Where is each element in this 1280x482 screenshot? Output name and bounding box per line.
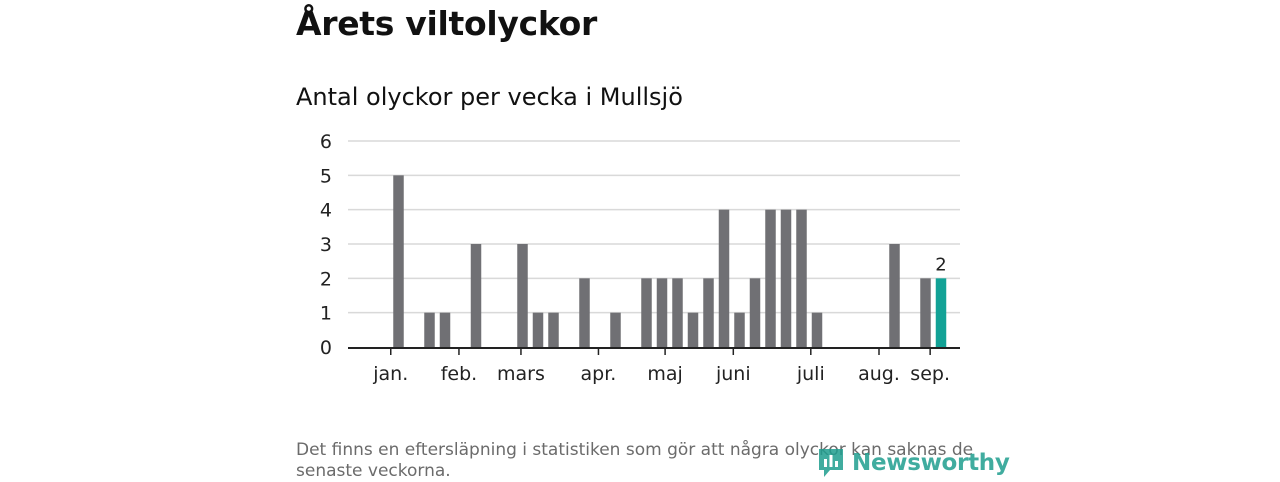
bar-chart: 0 1 2 3 4 5 6 jan. feb. mars apr. maj juni juli aug. s… bbox=[320, 131, 960, 385]
bar bbox=[641, 278, 652, 347]
bar bbox=[393, 175, 404, 347]
x-tick-label: jan. bbox=[372, 363, 408, 385]
bar bbox=[532, 312, 544, 347]
bar bbox=[889, 244, 900, 347]
bar bbox=[579, 278, 590, 347]
bar bbox=[765, 209, 776, 347]
x-tick-label: feb. bbox=[441, 363, 477, 385]
x-tick-label: apr. bbox=[581, 363, 617, 385]
x-tick-label: aug. bbox=[858, 363, 900, 385]
bar bbox=[796, 209, 807, 347]
bar bbox=[656, 278, 668, 347]
bar bbox=[517, 244, 528, 347]
data-labels: 2 bbox=[935, 254, 946, 275]
y-tick-label: 0 bbox=[320, 337, 332, 359]
y-tick-label: 1 bbox=[320, 303, 332, 325]
data-label: 2 bbox=[935, 254, 946, 275]
chart-subtitle: Antal olyckor per vecka i Mullsjö bbox=[296, 83, 683, 111]
x-tick-label: juni bbox=[715, 363, 751, 385]
y-tick-label: 6 bbox=[320, 131, 332, 153]
bar bbox=[439, 312, 451, 347]
bar bbox=[687, 312, 699, 347]
chart-headline: Årets viltolyckor bbox=[296, 4, 597, 43]
bar bbox=[749, 278, 761, 347]
bar bbox=[718, 209, 730, 347]
bar bbox=[548, 312, 559, 347]
bar bbox=[470, 244, 482, 347]
bar bbox=[672, 278, 683, 347]
bars bbox=[393, 175, 947, 347]
y-tick-label: 4 bbox=[320, 200, 332, 222]
y-tick-label: 3 bbox=[320, 234, 332, 256]
footnote: Det finns en eftersläpning i statistiken… bbox=[296, 440, 974, 481]
x-axis-ticks: jan. feb. mars apr. maj juni juli aug. sep. bbox=[372, 348, 950, 385]
newsworthy-logo-icon bbox=[819, 449, 843, 477]
x-tick-label: sep. bbox=[910, 363, 950, 385]
x-tick-label: maj bbox=[647, 363, 682, 385]
bar bbox=[610, 312, 621, 347]
y-tick-label: 5 bbox=[320, 165, 332, 187]
brand-logo: Newsworthy bbox=[816, 446, 1010, 480]
bar bbox=[780, 209, 792, 347]
bar bbox=[424, 312, 435, 347]
bar bbox=[703, 278, 714, 347]
y-axis-ticks: 0 1 2 3 4 5 6 bbox=[320, 131, 332, 359]
bar bbox=[920, 278, 931, 347]
x-tick-label: mars bbox=[497, 363, 545, 385]
bar bbox=[811, 312, 823, 347]
y-tick-label: 2 bbox=[320, 268, 332, 290]
gridlines bbox=[348, 140, 960, 314]
x-tick-label: juli bbox=[796, 363, 825, 385]
brand-name: Newsworthy bbox=[852, 450, 1010, 476]
bar bbox=[734, 312, 745, 347]
bar-highlight bbox=[935, 278, 947, 347]
